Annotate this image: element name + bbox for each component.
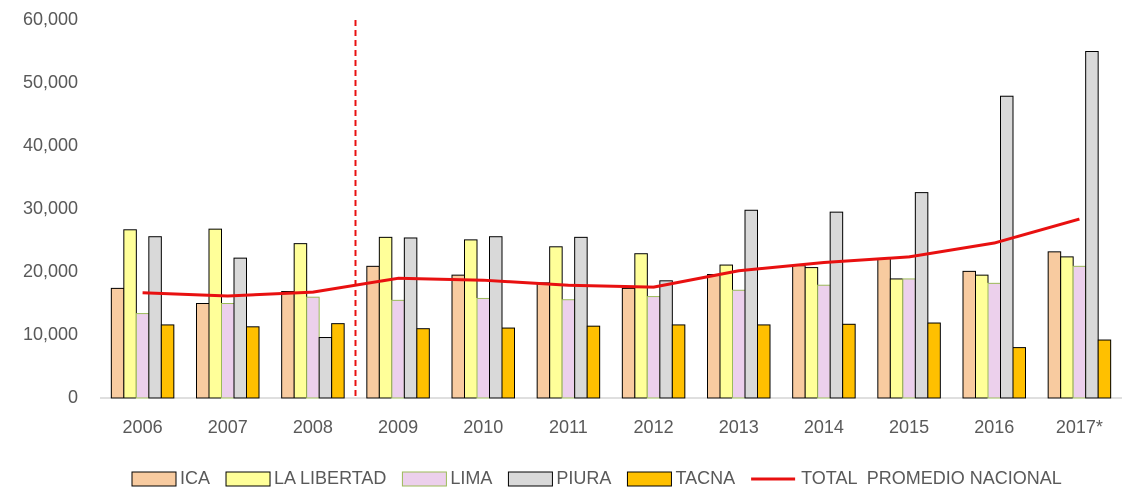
bar bbox=[391, 299, 405, 399]
bar bbox=[306, 296, 320, 399]
bar bbox=[135, 313, 150, 399]
bar bbox=[451, 274, 465, 399]
bar bbox=[561, 299, 576, 399]
bar bbox=[707, 274, 721, 399]
bar bbox=[1060, 256, 1074, 399]
x-tick-label: 2014 bbox=[804, 417, 844, 437]
bar bbox=[927, 322, 941, 399]
bar bbox=[221, 303, 235, 399]
legend-swatch bbox=[225, 471, 271, 487]
x-tick-label: 2011 bbox=[549, 417, 588, 437]
bar bbox=[646, 296, 661, 399]
bar bbox=[1097, 339, 1112, 399]
x-tick-label: 2012 bbox=[634, 417, 674, 437]
legend-label: ICA bbox=[180, 468, 210, 488]
legend-label: TACNA bbox=[675, 468, 735, 488]
bar bbox=[902, 278, 916, 399]
bar bbox=[586, 325, 601, 399]
x-tick-label: 2010 bbox=[463, 417, 503, 437]
x-tick-label: 2007 bbox=[208, 417, 248, 437]
bar bbox=[110, 287, 125, 399]
bar bbox=[331, 323, 345, 399]
bar bbox=[281, 291, 295, 399]
bar bbox=[378, 236, 393, 399]
bar bbox=[829, 211, 844, 399]
legend-label: PIURA bbox=[556, 468, 611, 488]
y-tick-label: 50,000 bbox=[23, 72, 78, 92]
bar bbox=[962, 270, 976, 399]
bar bbox=[574, 236, 588, 399]
legend-label: LIMA bbox=[450, 468, 492, 488]
legend-swatch bbox=[626, 471, 672, 487]
bar bbox=[877, 257, 891, 399]
bar bbox=[817, 284, 831, 399]
bar bbox=[1072, 265, 1087, 399]
legend-label: LA LIBERTAD bbox=[274, 468, 386, 488]
bar bbox=[634, 253, 648, 399]
bar bbox=[889, 278, 904, 399]
y-tick-label: 60,000 bbox=[23, 9, 78, 29]
bar bbox=[914, 192, 929, 399]
x-tick-label: 2017* bbox=[1056, 417, 1103, 437]
x-tick-label: 2008 bbox=[293, 417, 333, 437]
bar bbox=[476, 297, 490, 399]
x-tick-label: 2013 bbox=[719, 417, 759, 437]
x-tick-label: 2006 bbox=[123, 417, 163, 437]
bar bbox=[987, 282, 1001, 399]
bar bbox=[536, 282, 551, 399]
bar bbox=[549, 246, 563, 399]
bar bbox=[1012, 347, 1026, 399]
bar bbox=[293, 243, 308, 399]
y-tick-label: 0 bbox=[68, 387, 78, 407]
legend-swatch bbox=[507, 471, 553, 487]
bar bbox=[732, 289, 746, 399]
bar bbox=[148, 236, 162, 399]
bar bbox=[975, 274, 989, 399]
bar bbox=[246, 326, 260, 399]
legend-label: TOTAL PROMEDIO NACIONAL bbox=[801, 468, 1062, 488]
y-tick-label: 30,000 bbox=[23, 198, 78, 218]
bar bbox=[1047, 251, 1062, 399]
bar bbox=[208, 228, 222, 399]
bar bbox=[123, 229, 137, 399]
x-tick-label: 2016 bbox=[974, 417, 1014, 437]
bar bbox=[804, 267, 819, 399]
bar bbox=[489, 236, 503, 399]
bar bbox=[621, 287, 636, 399]
x-tick-label: 2009 bbox=[378, 417, 418, 437]
y-tick-label: 10,000 bbox=[23, 324, 78, 344]
bar bbox=[719, 264, 733, 399]
bar bbox=[233, 257, 247, 399]
bar bbox=[416, 328, 430, 399]
bar bbox=[501, 327, 515, 399]
bar bbox=[792, 265, 806, 399]
line-series bbox=[142, 217, 1080, 298]
legend-swatch bbox=[131, 471, 177, 487]
bar bbox=[1085, 51, 1099, 399]
bar bbox=[318, 337, 333, 399]
x-tick-label: 2015 bbox=[889, 417, 929, 437]
bar bbox=[1000, 95, 1014, 399]
bar bbox=[757, 324, 771, 399]
bar bbox=[403, 237, 418, 399]
bar bbox=[196, 303, 210, 399]
y-tick-label: 40,000 bbox=[23, 135, 78, 155]
bar bbox=[659, 280, 673, 399]
bar bbox=[671, 324, 686, 399]
y-tick-label: 20,000 bbox=[23, 261, 78, 281]
bar bbox=[366, 265, 380, 399]
bar bbox=[842, 323, 856, 399]
bar bbox=[464, 239, 478, 399]
legend-swatch bbox=[401, 471, 447, 487]
bar bbox=[744, 209, 758, 399]
bar bbox=[160, 324, 175, 399]
